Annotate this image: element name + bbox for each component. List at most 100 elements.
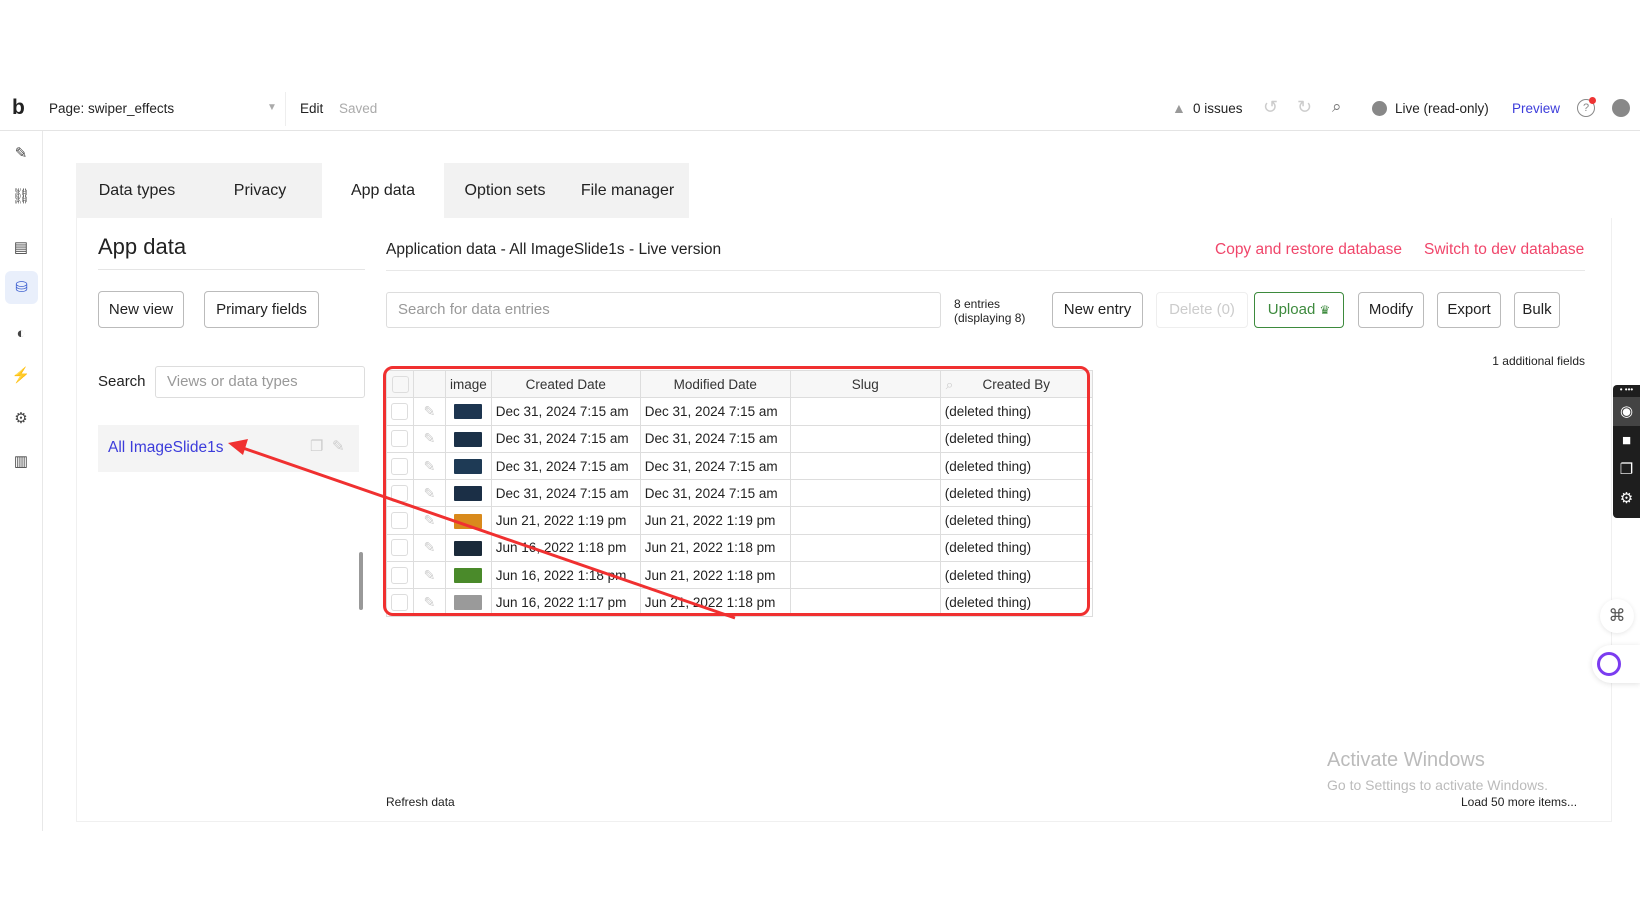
plugin-icon[interactable]: ⚡ [11, 367, 31, 384]
logs-chart-icon[interactable]: ▥ [13, 453, 29, 470]
search-icon[interactable]: ⌕ [1332, 97, 1342, 116]
pencil-icon[interactable]: ✎ [423, 430, 436, 447]
video-icon[interactable]: ■ [1621, 432, 1632, 449]
tab-app-data[interactable]: App data [322, 163, 444, 218]
row-select-cell[interactable] [386, 561, 414, 590]
row-edit-cell[interactable]: ✎ [413, 479, 446, 508]
pencil-icon[interactable]: ✎ [423, 539, 436, 556]
table-row[interactable]: ✎ Jun 21, 2022 1:19 pm Jun 21, 2022 1:19… [386, 506, 1093, 535]
image-thumbnail[interactable] [454, 568, 483, 584]
switch-dev-database-link[interactable]: Switch to dev database [1424, 241, 1585, 258]
bulk-button[interactable]: Bulk [1514, 292, 1560, 328]
profile-icon[interactable] [1612, 99, 1630, 117]
row-checkbox[interactable] [391, 457, 408, 475]
column-header-image[interactable]: image [445, 369, 492, 399]
additional-fields-link[interactable]: 1 additional fields [1492, 354, 1585, 368]
refresh-data-link[interactable]: Refresh data [386, 795, 455, 809]
page-selector[interactable]: Page: swiper_effects [49, 101, 175, 116]
assistant-face-icon[interactable] [1597, 652, 1621, 676]
row-select-cell[interactable] [386, 424, 414, 453]
row-edit-cell[interactable]: ✎ [413, 533, 446, 563]
table-row[interactable]: ✎ Jun 16, 2022 1:18 pm Jun 21, 2022 1:18… [386, 533, 1093, 563]
pencil-icon[interactable]: ✎ [332, 438, 345, 455]
row-select-cell[interactable] [386, 451, 414, 481]
row-checkbox[interactable] [391, 402, 408, 420]
upload-button[interactable]: Upload ♛ [1254, 292, 1344, 328]
column-header-slug[interactable]: Slug [789, 369, 941, 399]
tab-data-types[interactable]: Data types [98, 182, 176, 199]
help-icon[interactable]: ? [1577, 99, 1595, 117]
image-thumbnail[interactable] [454, 540, 483, 556]
row-edit-cell[interactable]: ✎ [413, 451, 446, 481]
scrollbar[interactable] [359, 552, 363, 610]
row-select-cell[interactable] [386, 533, 414, 563]
load-more-link[interactable]: Load 50 more items... [1461, 795, 1578, 809]
table-row[interactable]: ✎ Jun 16, 2022 1:18 pm Jun 21, 2022 1:18… [386, 561, 1093, 590]
more-icon[interactable]: • ••• [1619, 385, 1634, 394]
row-edit-cell[interactable]: ✎ [413, 397, 446, 426]
table-row[interactable]: ✎ Dec 31, 2024 7:15 am Dec 31, 2024 7:15… [386, 397, 1093, 426]
camera-icon[interactable]: ◉ [1613, 397, 1640, 426]
preview-button[interactable]: Preview [1512, 101, 1561, 116]
pencil-icon[interactable]: ✎ [423, 566, 436, 583]
tab-privacy[interactable]: Privacy [233, 182, 287, 199]
modify-button[interactable]: Modify [1358, 292, 1424, 328]
row-select-cell[interactable] [386, 397, 414, 426]
issues-button[interactable]: 0 issues [1193, 101, 1243, 116]
image-cell[interactable] [445, 479, 492, 508]
row-checkbox[interactable] [391, 566, 408, 584]
table-row[interactable]: ✎ Dec 31, 2024 7:15 am Dec 31, 2024 7:15… [386, 479, 1093, 508]
new-view-button[interactable]: New view [98, 291, 184, 328]
redo-icon[interactable]: ↻ [1297, 97, 1313, 117]
row-checkbox[interactable] [391, 430, 408, 448]
delete-button[interactable]: Delete (0) [1156, 292, 1248, 328]
tab-option-sets[interactable]: Option sets [464, 182, 546, 199]
undo-icon[interactable]: ↺ [1263, 97, 1279, 117]
image-cell[interactable] [445, 588, 492, 617]
chevron-down-icon[interactable]: ▼ [267, 102, 277, 113]
design-pencil-icon[interactable]: ✎ [14, 145, 28, 162]
database-icon[interactable]: ⛁ [5, 271, 38, 304]
copy-restore-database-link[interactable]: Copy and restore database [1215, 241, 1402, 258]
row-checkbox[interactable] [391, 512, 408, 530]
pencil-icon[interactable]: ✎ [423, 484, 436, 501]
image-thumbnail[interactable] [454, 431, 483, 447]
table-row[interactable]: ✎ Dec 31, 2024 7:15 am Dec 31, 2024 7:15… [386, 424, 1093, 453]
views-search-input[interactable]: Views or data types [155, 366, 365, 398]
pencil-icon[interactable]: ✎ [423, 402, 436, 419]
row-edit-cell[interactable]: ✎ [413, 424, 446, 453]
table-row[interactable]: ✎ Dec 31, 2024 7:15 am Dec 31, 2024 7:15… [386, 451, 1093, 481]
styles-layout-icon[interactable]: ▤ [13, 239, 29, 256]
primary-fields-button[interactable]: Primary fields [204, 291, 319, 328]
pencil-icon[interactable]: ✎ [423, 512, 436, 529]
row-edit-cell[interactable]: ✎ [413, 506, 446, 535]
row-checkbox[interactable] [391, 539, 408, 557]
column-header-modified-date[interactable]: Modified Date [639, 369, 791, 399]
search-icon[interactable]: ⌕ [945, 376, 954, 392]
view-label[interactable]: All ImageSlide1s [108, 439, 224, 456]
pencil-icon[interactable]: ✎ [423, 457, 436, 474]
assistant-widget[interactable] [1592, 645, 1640, 683]
new-entry-button[interactable]: New entry [1052, 292, 1143, 328]
edit-menu[interactable]: Edit [300, 101, 324, 116]
image-cell[interactable] [445, 451, 492, 481]
image-thumbnail[interactable] [454, 404, 483, 420]
view-item-all-imageslide1s[interactable]: All ImageSlide1s ❐ ✎ [98, 425, 359, 472]
select-all-checkbox[interactable] [391, 375, 409, 393]
image-cell[interactable] [445, 561, 492, 590]
tab-file-manager[interactable]: File manager [580, 182, 675, 199]
image-cell[interactable] [445, 397, 492, 426]
copy-icon[interactable]: ❐ [310, 438, 324, 455]
row-checkbox[interactable] [391, 594, 408, 612]
pencil-icon[interactable]: ✎ [423, 594, 436, 611]
window-icon[interactable]: ❐ [1619, 461, 1634, 478]
table-row[interactable]: ✎ Jun 16, 2022 1:17 pm Jun 21, 2022 1:18… [386, 588, 1093, 617]
palette-icon[interactable]: ◐ [16, 325, 26, 342]
data-entries-search-input[interactable]: Search for data entries [386, 292, 941, 328]
export-button[interactable]: Export [1437, 292, 1501, 328]
gear-icon[interactable]: ⚙ [1619, 490, 1634, 507]
column-header-created-by[interactable]: ⌕ Created By [939, 369, 1093, 399]
live-version-selector[interactable]: Live (read-only) [1395, 101, 1489, 116]
settings-icon[interactable]: ⚙ [14, 410, 28, 427]
command-widget-icon[interactable]: ⌘ [1600, 599, 1634, 633]
